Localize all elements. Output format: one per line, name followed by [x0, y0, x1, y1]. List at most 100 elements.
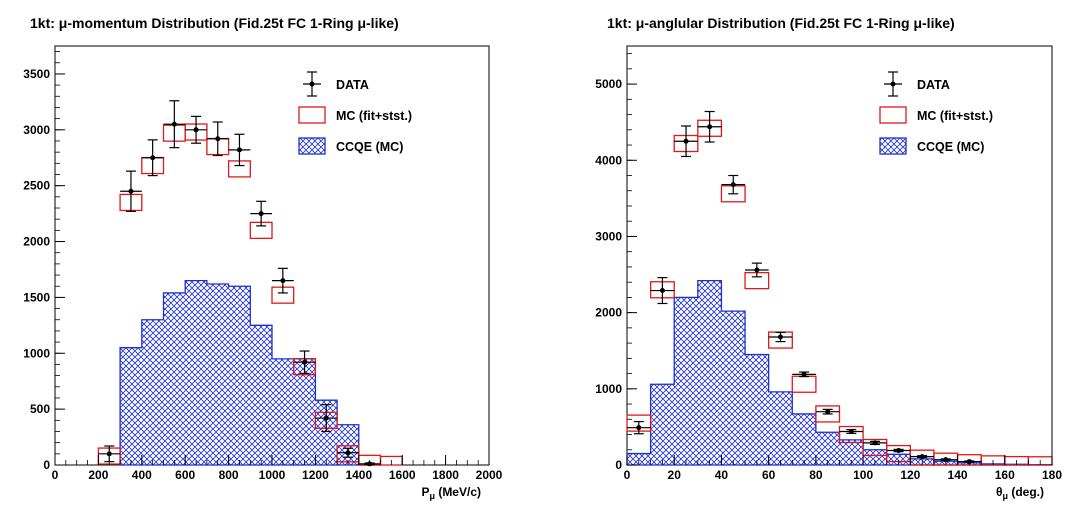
p1-data-point-7 [250, 200, 272, 227]
p1-ytick-label-7: 3500 [23, 67, 50, 81]
p1-legend-data-symbol [303, 71, 321, 97]
p2-data-dot-4 [730, 182, 736, 188]
p1-ytick-label-1: 500 [30, 402, 50, 416]
p1-ytick-label-4: 2000 [23, 235, 50, 249]
p1-xtick-label-10: 2000 [476, 468, 503, 482]
p2-ytick-label-3: 3000 [595, 229, 622, 243]
p2-xtick-label-8: 160 [995, 468, 1015, 482]
p1-data-dot-11 [345, 450, 351, 456]
p1-legend-label-mc: MC (fit+stst.) [336, 109, 412, 123]
p2-data-point-5 [745, 262, 769, 278]
p2-legend: DATA MC (fit+stst.) CCQE (MC) [879, 71, 993, 155]
p2-xtick-label-3: 60 [762, 468, 776, 482]
p2-xtick-label-4: 80 [809, 468, 823, 482]
p2-data-dot-8 [825, 409, 831, 415]
p1-xtick-label-2: 400 [132, 468, 152, 482]
p2-ytick-label-2: 2000 [595, 306, 622, 320]
p1-data-dot-3 [171, 121, 177, 127]
p2-data-dot-0 [636, 425, 642, 431]
p2-data-point-0 [627, 420, 651, 435]
p1-xtick-label-6: 1200 [302, 468, 329, 482]
p1-chart-title-rest: : μ-momentum Distribution (Fid.25t FC 1-… [50, 15, 398, 31]
p1-data-point-3 [163, 100, 186, 149]
p1-ytick-label-0: 0 [43, 458, 50, 472]
p2-legend-label-ccqe: CCQE (MC) [917, 140, 984, 154]
p1-legend-mc-symbol [298, 106, 326, 124]
p1-x-axis-label-sub: μ [429, 491, 435, 501]
p1-xtick-label-0: 0 [52, 468, 59, 482]
p1-chart-title-bold: 1kt [30, 15, 51, 31]
p1-data-point-5 [206, 121, 229, 157]
p1-data-dot-5 [215, 136, 221, 142]
p2-xtick-label-9: 180 [1042, 468, 1062, 482]
p2-mc-box-9 [838, 425, 864, 444]
p1-data-point-2 [141, 139, 164, 177]
p2-mc-box-7 [791, 375, 817, 393]
p1-ytick-label-6: 3000 [23, 123, 50, 137]
p1-data-point-9 [293, 350, 316, 374]
p1-data-point-4 [185, 115, 207, 144]
p1-xtick-label-4: 800 [219, 468, 239, 482]
p2-data-dot-7 [801, 371, 807, 377]
p2-x-axis-label-sub: μ [1002, 491, 1008, 501]
p2-legend-data-symbol [884, 71, 902, 97]
p1-data-dot-7 [258, 211, 264, 217]
p1-x-axis-label: Pμ (MeV/c) [421, 485, 481, 501]
p2-data-dot-6 [777, 334, 783, 340]
p2-data-point-4 [721, 174, 746, 195]
p1-data-point-10 [315, 404, 338, 433]
p2-x-axis-label: θμ (deg.) [996, 485, 1044, 501]
p2-data-dot-2 [683, 138, 689, 144]
p1-xtick-label-8: 1600 [389, 468, 416, 482]
p2-legend-mc-symbol [879, 106, 907, 124]
p1-data-point-1 [120, 170, 142, 212]
p1-chart-title: 1kt: μ-momentum Distribution (Fid.25t FC… [30, 15, 399, 31]
p2-legend-label-mc: MC (fit+stst.) [917, 109, 993, 123]
p2-chart-title-bold: 1kt [607, 15, 628, 31]
p2-data-point-1 [650, 276, 675, 305]
p2-xtick-label-0: 0 [624, 468, 631, 482]
p1-data-dot-9 [302, 359, 308, 365]
p2-xtick-label-2: 40 [715, 468, 729, 482]
p2-data-dot-12 [919, 454, 925, 460]
p1-xtick-label-5: 1000 [259, 468, 286, 482]
p2-chart-title: 1kt: μ-anglular Distribution (Fid.25t FC… [607, 15, 955, 31]
p2-x-axis-label-unit: (deg.) [1008, 485, 1044, 499]
p2-data-dot-5 [754, 267, 760, 273]
p2-legend-ccqe-symbol [879, 137, 907, 155]
p2-data-dot-1 [659, 288, 665, 294]
p1-data-dot-6 [236, 147, 242, 153]
p1-x-axis-label-unit: (MeV/c) [435, 485, 481, 499]
p2-data-dot-10 [872, 440, 878, 446]
p2-data-point-3 [697, 110, 722, 143]
p2-legend-label-data: DATA [917, 78, 950, 92]
chart-panel-1: 1kt: μ-momentum Distribution (Fid.25t FC… [23, 15, 502, 501]
p2-data-dot-11 [896, 448, 902, 454]
p1-xtick-label-9: 1800 [432, 468, 459, 482]
p1-data-point-8 [272, 267, 294, 294]
p2-xtick-label-5: 100 [853, 468, 873, 482]
p2-data-point-7 [792, 371, 816, 378]
p1-ytick-label-2: 1000 [23, 346, 50, 360]
p1-data-dot-1 [128, 188, 134, 194]
p1-legend: DATA MC (fit+stst.) CCQE (MC) [298, 71, 412, 155]
p2-chart-title-rest: : μ-anglular Distribution (Fid.25t FC 1-… [627, 15, 954, 31]
p2-ytick-label-1: 1000 [595, 382, 622, 396]
p1-data-dot-4 [193, 127, 199, 133]
p2-data-point-10 [863, 440, 887, 446]
p1-data-point-11 [337, 447, 359, 458]
p2-data-point-6 [768, 331, 793, 343]
p2-data-point-9 [839, 428, 864, 434]
p2-data-dot-3 [707, 124, 713, 130]
p2-x-axis-label-main: θ [996, 485, 1003, 499]
p1-xtick-label-7: 1400 [345, 468, 372, 482]
p1-legend-label-data: DATA [336, 78, 369, 92]
p1-ccqe-histogram [119, 279, 381, 466]
p1-xtick-label-3: 600 [175, 468, 195, 482]
p2-data-dot-9 [848, 428, 854, 434]
p2-ytick-label-5: 5000 [595, 77, 622, 91]
p1-xtick-label-1: 200 [88, 468, 108, 482]
p2-mc-box-8 [815, 405, 841, 423]
